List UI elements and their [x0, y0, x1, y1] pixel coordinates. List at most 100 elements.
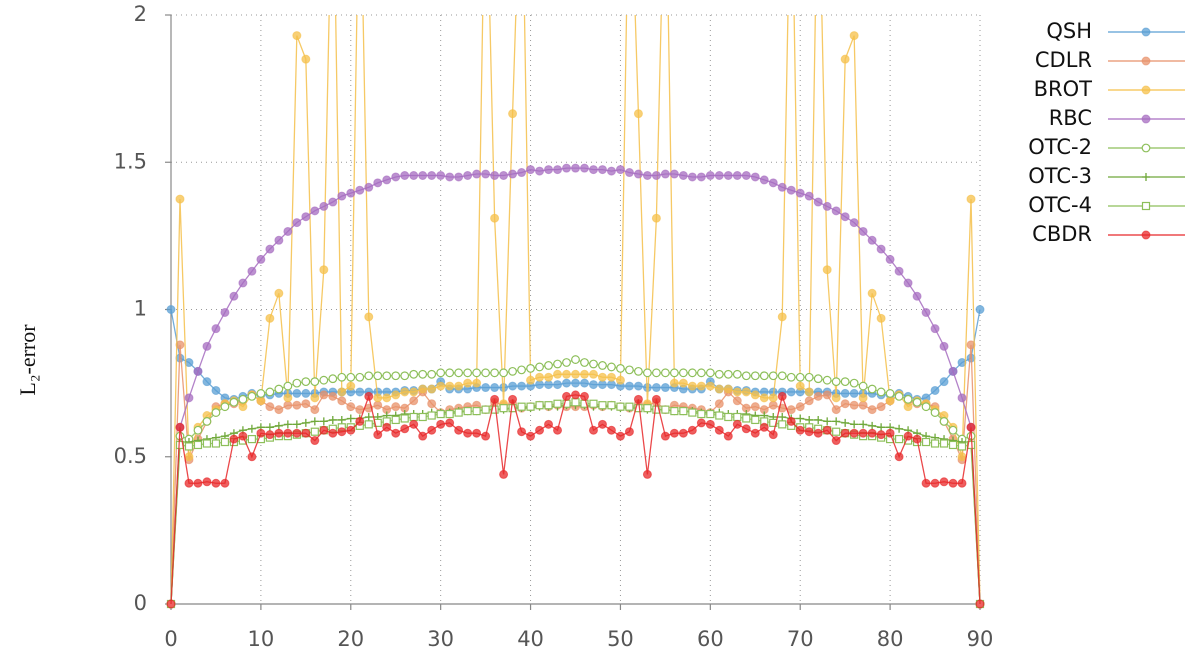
x-tick-label: 10 [248, 627, 275, 651]
marker [193, 440, 203, 450]
marker [894, 434, 904, 444]
marker [508, 366, 517, 376]
marker [894, 266, 904, 276]
marker [732, 419, 742, 429]
marker [633, 394, 643, 404]
marker [544, 372, 554, 382]
marker [202, 417, 212, 426]
marker [265, 402, 275, 412]
marker [697, 409, 706, 419]
marker [616, 402, 625, 411]
marker [292, 420, 301, 429]
marker [553, 359, 562, 369]
marker [310, 377, 320, 387]
marker [256, 428, 266, 438]
marker [912, 291, 922, 301]
marker [589, 359, 598, 369]
marker [688, 408, 697, 417]
marker [418, 171, 428, 181]
marker [238, 394, 248, 404]
marker [804, 191, 814, 201]
marker [903, 402, 913, 412]
marker [966, 340, 976, 350]
marker [391, 371, 401, 381]
marker [328, 374, 338, 384]
marker [957, 442, 967, 451]
marker [544, 380, 554, 390]
marker [319, 375, 329, 385]
marker [750, 371, 760, 381]
marker [328, 391, 338, 401]
marker [813, 428, 823, 438]
marker [337, 427, 347, 437]
marker [184, 478, 194, 488]
marker [903, 394, 913, 404]
marker [813, 197, 823, 207]
marker [822, 375, 832, 385]
marker [463, 428, 473, 438]
legend-label: BROT [1034, 77, 1093, 101]
marker [382, 422, 392, 432]
marker [732, 387, 742, 397]
marker [660, 383, 670, 393]
marker [274, 288, 284, 298]
marker [301, 399, 311, 409]
marker [840, 428, 850, 438]
marker [868, 421, 877, 430]
marker [337, 372, 347, 382]
marker [391, 172, 401, 182]
marker [840, 377, 850, 387]
marker [490, 405, 499, 414]
marker [184, 358, 194, 368]
marker [445, 172, 455, 182]
marker [463, 171, 473, 181]
marker [841, 418, 850, 427]
marker [831, 405, 841, 415]
marker [597, 165, 607, 175]
marker [858, 428, 868, 438]
marker [643, 368, 652, 378]
marker [957, 358, 967, 368]
marker [553, 380, 563, 390]
marker [562, 358, 571, 367]
marker [669, 378, 679, 388]
marker [867, 384, 877, 394]
marker [1141, 201, 1151, 211]
marker [166, 305, 176, 314]
marker [750, 172, 760, 182]
marker [804, 372, 814, 382]
marker [310, 405, 320, 415]
marker [517, 168, 527, 178]
marker [454, 381, 464, 391]
x-tick-label: 60 [697, 627, 724, 651]
marker [310, 206, 320, 216]
marker [499, 469, 509, 479]
marker [283, 400, 293, 410]
marker [328, 428, 338, 438]
marker [813, 374, 823, 384]
marker [733, 412, 742, 422]
marker [723, 369, 733, 379]
marker [885, 389, 895, 398]
marker [418, 412, 427, 422]
marker [445, 368, 455, 378]
marker [373, 400, 383, 410]
marker [885, 428, 895, 438]
marker [346, 381, 356, 391]
marker [319, 417, 328, 426]
marker [274, 405, 284, 415]
marker [337, 415, 346, 424]
y-tick-label: 0 [134, 591, 147, 615]
marker [948, 478, 958, 488]
y-tick-label: 1 [134, 297, 147, 321]
marker [669, 368, 679, 378]
marker [463, 378, 473, 388]
marker [211, 385, 221, 395]
marker [391, 415, 400, 425]
marker [517, 402, 526, 411]
marker [651, 213, 661, 223]
marker [660, 431, 670, 441]
marker [651, 171, 661, 181]
marker [678, 171, 688, 181]
marker [705, 171, 715, 181]
